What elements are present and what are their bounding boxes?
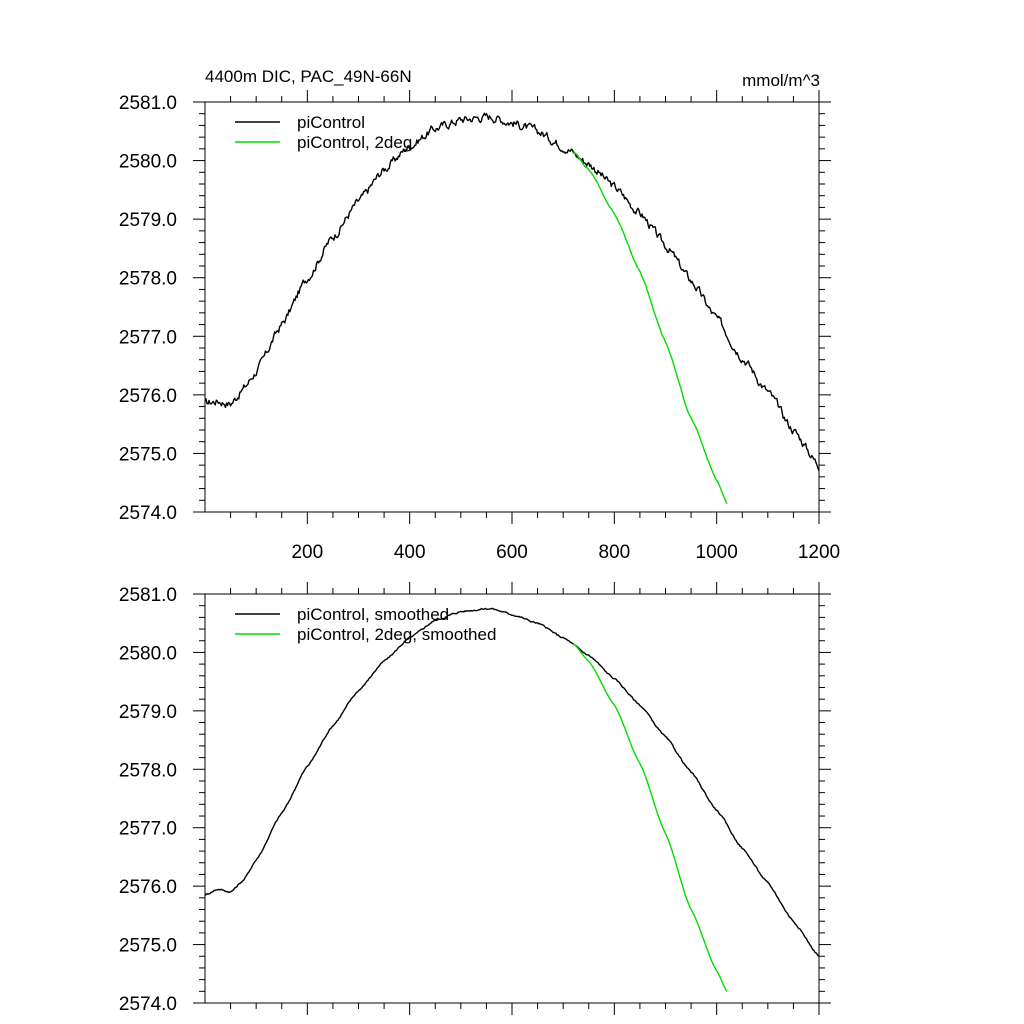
x-tick-label: 1000 [696,542,738,563]
y-tick-label: 2578.0 [119,760,177,781]
y-tick-label: 2580.0 [119,152,177,173]
legend-label: piControl, smoothed [297,605,449,624]
y-tick-label: 2581.0 [119,93,177,114]
y-tick-label: 2574.0 [119,994,177,1015]
y-tick-label: 2576.0 [119,877,177,898]
x-tick-label: 800 [598,542,630,563]
x-tick-label: 1200 [798,542,840,563]
series-line-picontrol-2deg [572,643,728,992]
y-tick-label: 2579.0 [119,702,177,723]
top-panel: 2581.0 2580.0 2579.0 2578.0 2577.0 2576.0 2575… [119,90,840,563]
series-line-picontrol-2deg [573,151,728,505]
y-tick-label: 2581.0 [119,585,177,606]
y-tick-label: 2576.0 [119,386,177,407]
y-tick-label: 2577.0 [119,819,177,840]
bottom-panel: 2581.0 2580.0 2579.0 2578.0 2577.0 2576.0 2575… [119,582,831,1015]
y-tick-label: 2574.0 [119,503,177,524]
x-tick-label: 600 [496,542,528,563]
y-tick-label: 2575.0 [119,444,177,465]
chart-title: 4400m DIC, PAC_49N-66N [205,67,412,86]
x-tick-label: 400 [394,542,426,563]
x-tick-label: 200 [291,542,323,563]
units-label: mmol/m^3 [742,71,820,90]
series-line-picontrol [204,112,820,471]
y-tick-label: 2577.0 [119,327,177,348]
legend-label: piControl, 2deg, smoothed [297,625,496,644]
plot-frame [204,101,820,513]
y-tick-label: 2580.0 [119,643,177,664]
legend-label: piControl [297,113,365,132]
y-tick-label: 2575.0 [119,936,177,957]
legend-label: piControl, 2deg [297,133,412,152]
plot-frame [204,593,820,1004]
y-tick-label: 2579.0 [119,210,177,231]
y-tick-label: 2578.0 [119,269,177,290]
series-line-picontrol [204,607,820,957]
